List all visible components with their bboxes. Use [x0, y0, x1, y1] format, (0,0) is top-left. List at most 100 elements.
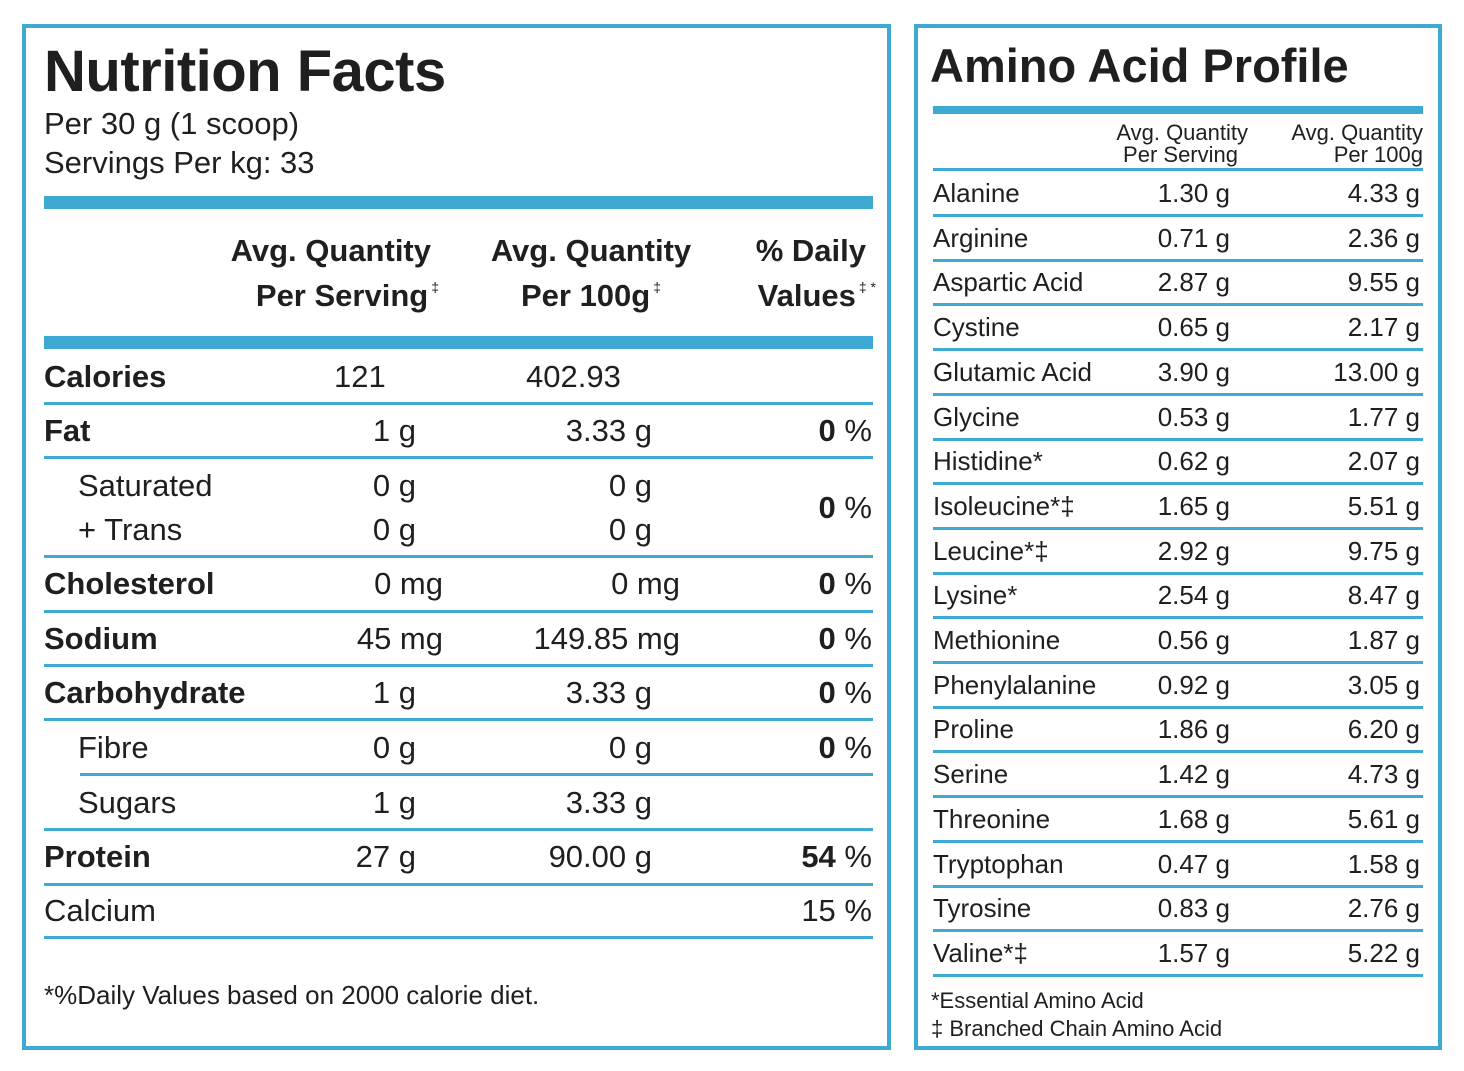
value-saturated-serving: 0 g [372, 468, 416, 503]
amino-row-divider [933, 348, 1423, 352]
amino-header-rule [933, 168, 1423, 171]
amino-value-100g: 4.73 g [1347, 759, 1420, 790]
value-cholesterol-serving: 0 mg [374, 566, 443, 601]
amino-header-bar [933, 106, 1423, 114]
amino-name: Glutamic Acid [933, 356, 1092, 387]
dv-saturated-trans: 0 % [818, 490, 872, 525]
dv-cholesterol: 0 % [818, 566, 872, 601]
amino-value-serving: 0.83 g [1157, 893, 1230, 924]
bcaa-footnote: ‡ Branched Chain Amino Acid [931, 1016, 1223, 1041]
value-fibre-100g: 0 g [608, 730, 652, 765]
value-trans-serving: 0 g [372, 512, 416, 547]
value-sugars-100g: 3.33 g [565, 785, 652, 820]
amino-value-100g: 6.20 g [1347, 714, 1420, 745]
value-protein-serving: 27 g [355, 839, 416, 874]
amino-row-divider [933, 526, 1423, 530]
amino-name: Phenylalanine [933, 669, 1097, 700]
amino-name: Arginine [933, 222, 1029, 253]
row-divider [44, 456, 873, 459]
amino-value-serving: 2.92 g [1157, 535, 1230, 566]
amino-row-divider [933, 482, 1423, 486]
amino-name: Valine*‡ [933, 937, 1028, 968]
amino-value-100g: 2.07 g [1347, 446, 1420, 477]
amino-value-100g: 3.05 g [1347, 669, 1420, 700]
servings-per-kg: Servings Per kg: 33 [44, 145, 315, 180]
col-header-per-serving-line1: Avg. Quantity [230, 233, 431, 268]
amino-name: Methionine [933, 625, 1061, 655]
amino-value-serving: 0.62 g [1157, 446, 1230, 477]
amino-row-divider [933, 795, 1423, 799]
amino-col-header-serving-line2: Per Serving [1123, 142, 1238, 167]
label-protein: Protein [44, 839, 151, 874]
amino-col-header-serving-line1: Avg. Quantity [1116, 120, 1248, 145]
amino-name: Lysine* [933, 580, 1018, 611]
amino-row-divider [933, 571, 1423, 575]
amino-name: Tyrosine [933, 893, 1032, 924]
amino-name: Aspartic Acid [933, 267, 1084, 298]
amino-value-serving: 3.90 g [1157, 356, 1230, 387]
header-bar-top [44, 196, 873, 209]
amino-value-serving: 0.53 g [1157, 401, 1230, 432]
amino-value-serving: 1.57 g [1157, 937, 1230, 968]
amino-row-divider [933, 303, 1423, 307]
value-sodium-serving: 45 mg [356, 621, 443, 656]
value-fibre-serving: 0 g [372, 730, 416, 765]
value-protein-100g: 90.00 g [548, 839, 652, 874]
col-header-daily-values-line2: Values ‡ * [757, 278, 876, 313]
value-sodium-100g: 149.85 mg [533, 621, 681, 656]
amino-name: Glycine [933, 401, 1020, 432]
label-sugars: Sugars [78, 785, 177, 820]
amino-name: Tryptophan [933, 848, 1064, 879]
amino-value-100g: 5.61 g [1347, 803, 1420, 834]
amino-value-serving: 0.65 g [1157, 312, 1230, 343]
amino-name: Leucine*‡ [933, 535, 1049, 566]
header-bar-bottom [44, 336, 873, 349]
row-divider [44, 883, 873, 886]
serving-size: Per 30 g (1 scoop) [44, 106, 300, 141]
amino-row-divider [933, 437, 1423, 441]
value-calories-100g: 402.93 [526, 359, 621, 394]
col-header-per-serving: Avg. Quantity Per Serving ‡ [214, 232, 439, 314]
label-sodium: Sodium [44, 621, 158, 656]
amino-acid-panel: Amino Acid Profile Avg. Quantity Per Ser… [914, 24, 1442, 1050]
label-cholesterol: Cholesterol [44, 566, 215, 601]
amino-name: Threonine [933, 803, 1051, 834]
label-trans: + Trans [78, 512, 183, 547]
amino-value-serving: 1.86 g [1157, 714, 1230, 745]
amino-value-100g: 9.55 g [1347, 267, 1420, 298]
amino-value-serving: 1.68 g [1157, 803, 1230, 834]
amino-value-serving: 1.30 g [1157, 178, 1230, 208]
amino-row-divider [933, 214, 1423, 217]
label-fibre: Fibre [78, 730, 149, 765]
amino-row-divider [933, 839, 1423, 843]
amino-name: Alanine [933, 178, 1020, 208]
amino-name: Isoleucine*‡ [933, 490, 1075, 521]
row-divider [44, 610, 873, 613]
amino-value-serving: 0.56 g [1157, 625, 1230, 655]
amino-name: Proline [933, 714, 1014, 745]
nutrition-facts-panel: Nutrition Facts Per 30 g (1 scoop) Servi… [22, 24, 891, 1050]
value-fat-100g: 3.33 g [565, 413, 652, 448]
row-divider [44, 828, 873, 831]
amino-row-divider [933, 705, 1423, 709]
label-carbohydrate: Carbohydrate [44, 675, 246, 710]
col-header-per-serving-line2: Per Serving ‡ [255, 278, 439, 313]
amino-name: Histidine* [933, 446, 1043, 477]
amino-row-divider [933, 884, 1423, 888]
value-carbohydrate-serving: 1 g [372, 675, 416, 710]
amino-row-divider [933, 750, 1423, 754]
value-trans-100g: 0 g [608, 512, 652, 547]
row-divider [44, 718, 873, 721]
col-header-daily-values-line1: % Daily [755, 233, 866, 268]
amino-value-100g: 2.17 g [1347, 312, 1420, 343]
amino-name: Serine [933, 759, 1009, 790]
dv-fibre: 0 % [818, 730, 872, 765]
value-sugars-serving: 1 g [372, 785, 416, 820]
amino-value-100g: 8.47 g [1347, 580, 1420, 611]
amino-row-divider [933, 258, 1423, 262]
amino-name: Cystine [933, 312, 1020, 343]
amino-value-100g: 13.00 g [1333, 356, 1420, 387]
amino-row-divider [933, 973, 1423, 977]
amino-col-header-100g: Avg. Quantity Per 100g [1268, 122, 1423, 166]
label-calories: Calories [44, 359, 167, 394]
